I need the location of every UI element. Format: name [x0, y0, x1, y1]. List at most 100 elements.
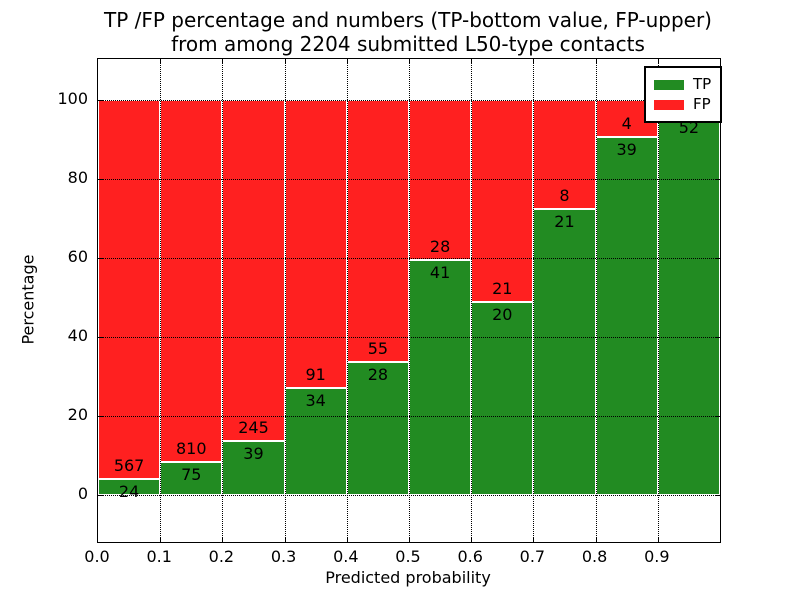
y-tick-mark [715, 495, 720, 496]
fp-count-label: 55 [367, 338, 389, 358]
fp-count-label: 91 [305, 364, 326, 384]
x-tick-label: 0.8 [581, 547, 608, 566]
fp-count-label: 28 [429, 237, 451, 257]
bar-segment-fp [533, 100, 596, 209]
y-tick-mark [715, 179, 720, 180]
y-tick-mark [98, 416, 103, 417]
horizontal-gridline [98, 179, 720, 180]
y-tick-mark [98, 337, 103, 338]
y-tick-label: 0 [77, 484, 88, 503]
y-tick-mark [98, 179, 103, 180]
legend-entry: TP [654, 76, 711, 93]
chart-title-line1: TP /FP percentage and numbers (TP-bottom… [104, 8, 712, 32]
bar-segment-fp [222, 100, 285, 441]
vertical-gridline [222, 59, 224, 542]
fp-count-label: 21 [492, 279, 513, 299]
vertical-gridline [160, 59, 162, 542]
x-tick-mark [346, 537, 348, 542]
vertical-gridline [595, 59, 597, 542]
x-tick-label: 0.6 [457, 547, 483, 566]
bar-segment-fp [160, 100, 223, 462]
bar-segment-fp [284, 100, 347, 388]
vertical-gridline [284, 59, 286, 542]
x-tick-mark [533, 59, 535, 64]
legend-label: TP [693, 75, 712, 93]
y-tick-mark [715, 416, 720, 417]
x-tick-mark [409, 537, 410, 542]
horizontal-gridline [98, 416, 720, 417]
plot-area: 5672481075245399134552828412120821439252… [97, 58, 723, 543]
bar-segment-tp [471, 302, 534, 495]
x-tick-mark [222, 537, 224, 542]
x-tick-mark [409, 59, 410, 64]
x-tick-mark [471, 537, 473, 542]
x-tick-mark [284, 537, 286, 542]
y-tick-label: 40 [67, 326, 88, 345]
tp-count-label: 41 [429, 263, 451, 283]
x-tick-label: 0.9 [644, 547, 670, 566]
horizontal-gridline [98, 258, 720, 259]
x-tick-mark [533, 537, 535, 542]
y-tick-mark [98, 100, 103, 101]
tp-count-label: 20 [492, 305, 513, 325]
x-tick-mark [160, 59, 162, 64]
fp-legend-swatch-icon [654, 99, 684, 110]
y-tick-mark [715, 337, 720, 338]
x-tick-label: 0.7 [519, 547, 546, 566]
tp-count-label: 28 [367, 364, 389, 384]
legend-label: FP [693, 95, 711, 113]
y-tick-label: 100 [57, 89, 88, 108]
x-tick-label: 0.0 [84, 547, 110, 566]
horizontal-gridline [98, 100, 720, 101]
y-tick-label: 60 [67, 247, 88, 266]
fp-count-label: 4 [621, 113, 632, 133]
x-tick-label: 0.1 [146, 547, 172, 566]
tp-count-label: 39 [616, 139, 637, 159]
x-axis-label: Predicted probability [325, 568, 491, 587]
tp-count-label: 21 [554, 211, 575, 231]
tp-count-label: 24 [118, 481, 140, 501]
tp-count-label: 34 [305, 390, 326, 410]
tp-count-label: 75 [181, 464, 202, 484]
x-tick-label: 0.4 [333, 547, 359, 566]
legend: TP FP [644, 66, 723, 123]
chart-title: TP /FP percentage and numbers (TP-bottom… [97, 8, 719, 56]
x-tick-label: 0.3 [270, 547, 297, 566]
x-tick-mark [595, 537, 597, 542]
y-tick-label: 80 [67, 168, 88, 187]
chart-title-line2: from among 2204 submitted L50-type conta… [171, 32, 645, 56]
x-tick-mark [284, 59, 286, 64]
fp-count-label: 8 [559, 185, 570, 205]
bar-segment-fp [409, 100, 472, 261]
y-tick-mark [98, 258, 103, 259]
vertical-gridline [409, 59, 410, 542]
x-tick-mark [471, 59, 473, 64]
bar-segment-fp [346, 100, 409, 362]
bar-segment-tp [595, 136, 658, 495]
x-tick-label: 0.2 [208, 547, 235, 566]
tp-count-label: 39 [243, 443, 264, 463]
vertical-gridline [657, 59, 659, 542]
bar-segment-fp [471, 100, 534, 303]
x-tick-mark [657, 537, 659, 542]
bar-segment-tp [346, 361, 409, 495]
legend-entry: FP [654, 96, 711, 113]
bar-segment-tp [409, 260, 472, 495]
fp-count-label: 567 [113, 455, 145, 475]
x-tick-label: 0.5 [395, 547, 421, 566]
y-tick-mark [715, 258, 720, 259]
bar-segment-tp [284, 387, 347, 495]
vertical-gridline [346, 59, 348, 542]
bar-segment-fp [98, 100, 161, 479]
horizontal-gridline [98, 337, 720, 338]
y-tick-mark [98, 495, 103, 496]
x-tick-mark [222, 59, 224, 64]
x-tick-mark [160, 537, 162, 542]
horizontal-gridline [98, 495, 720, 496]
vertical-gridline [533, 59, 535, 542]
fp-count-label: 810 [176, 438, 207, 458]
x-tick-mark [657, 59, 659, 64]
y-tick-label: 20 [67, 405, 88, 424]
vertical-gridline [471, 59, 473, 542]
